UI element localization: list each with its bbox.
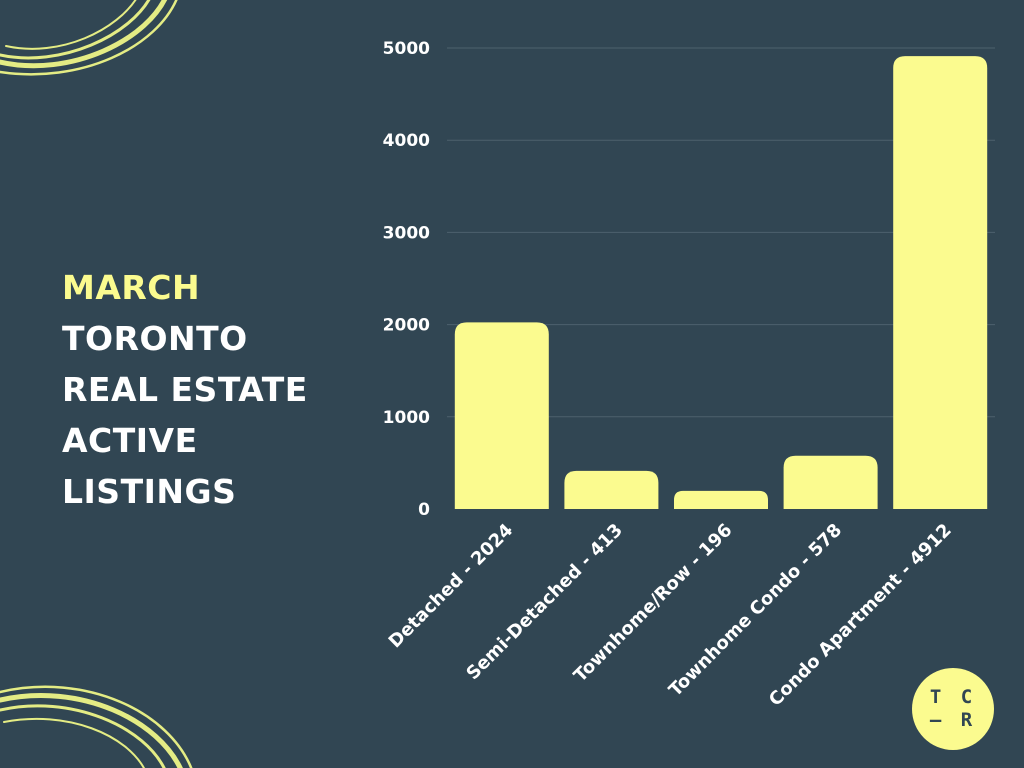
title-line-real-estate: REAL ESTATE (62, 370, 308, 409)
y-tick-label: 2000 (383, 316, 430, 336)
y-tick-label: 1000 (383, 408, 430, 428)
bar (893, 56, 988, 510)
logo-line-1: T C (929, 686, 977, 708)
bar (674, 490, 768, 509)
title-month: MARCH (62, 268, 201, 307)
y-tick-label: 3000 (383, 223, 430, 243)
title-line-listings: LISTINGS (62, 472, 237, 511)
title-line-active: ACTIVE (62, 421, 198, 460)
bars (454, 56, 988, 510)
title-city: TORONTO (62, 319, 248, 358)
logo-line-2: – R (929, 709, 977, 731)
tcr-logo: T C – R (912, 668, 994, 750)
y-tick-label: 0 (418, 500, 430, 520)
bar (783, 455, 878, 509)
brush-circle-bottom-left (0, 685, 193, 768)
y-tick-label: 5000 (383, 39, 430, 59)
y-tick-label: 4000 (383, 131, 430, 151)
chart-title: MARCH TORONTO REAL ESTATE ACTIVE LISTING… (62, 262, 308, 517)
x-category-label: Detached - 2024 (385, 520, 518, 653)
x-category-label: Townhome Condo - 578 (665, 520, 846, 701)
brush-circle-top-left (0, 0, 178, 76)
bar (564, 470, 659, 509)
y-axis-ticks: 0 1000 2000 3000 4000 5000 (383, 39, 430, 520)
bar (454, 322, 549, 509)
